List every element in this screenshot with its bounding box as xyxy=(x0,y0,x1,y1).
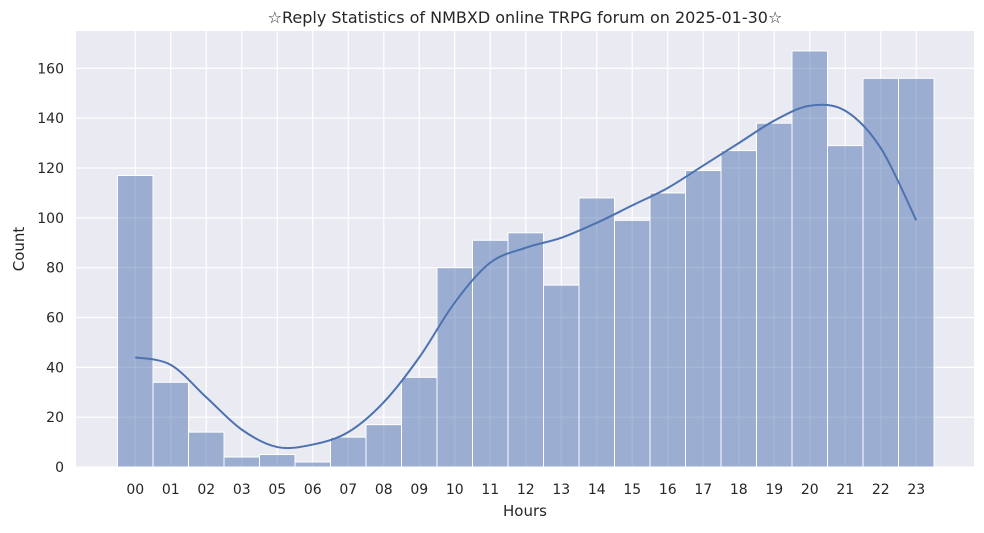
x-tick-label: 20 xyxy=(801,482,819,498)
x-tick-label: 16 xyxy=(659,482,677,498)
x-tick-label: 05 xyxy=(268,482,286,498)
x-axis-label: Hours xyxy=(503,502,547,520)
x-tick-label: 15 xyxy=(623,482,641,498)
y-axis-label: Count xyxy=(10,227,28,272)
histogram-bar xyxy=(188,431,225,468)
y-tick-label: 100 xyxy=(37,211,64,227)
y-axis-ticks: 0 20 40 60 80 100 120 140 160 xyxy=(37,61,64,476)
bar-series xyxy=(117,50,935,468)
histogram-bar xyxy=(117,175,154,468)
x-tick-label: 06 xyxy=(304,482,322,498)
y-tick-label: 60 xyxy=(46,311,64,327)
x-tick-label: 17 xyxy=(694,482,712,498)
x-tick-label: 12 xyxy=(517,482,535,498)
histogram-bar xyxy=(614,219,651,468)
x-tick-label: 11 xyxy=(481,482,499,498)
histogram-bar xyxy=(223,456,260,468)
histogram-bar xyxy=(862,77,899,468)
x-tick-label: 01 xyxy=(162,482,180,498)
kde-curve-group xyxy=(135,103,918,450)
x-tick-label: 10 xyxy=(446,482,464,498)
histogram-bar xyxy=(294,461,331,468)
histogram-bar xyxy=(152,381,189,468)
y-tick-label: 160 xyxy=(37,61,64,77)
histogram-bar xyxy=(685,170,722,468)
histogram-bar xyxy=(365,424,402,468)
histogram-bar xyxy=(720,150,757,468)
chart-title: ☆Reply Statistics of NMBXD online TRPG f… xyxy=(268,8,783,27)
y-tick-label: 120 xyxy=(37,161,64,177)
y-tick-label: 20 xyxy=(46,410,64,426)
y-tick-label: 40 xyxy=(46,360,64,376)
x-tick-label: 02 xyxy=(197,482,215,498)
x-tick-label: 09 xyxy=(410,482,428,498)
x-tick-label: 08 xyxy=(375,482,393,498)
y-tick-label: 140 xyxy=(37,111,64,127)
y-tick-label: 0 xyxy=(55,460,64,476)
histogram-bar xyxy=(507,232,544,468)
histogram-bar xyxy=(827,145,864,468)
histogram-bar xyxy=(436,267,473,468)
histogram-bar xyxy=(543,284,580,468)
histogram-bar xyxy=(578,197,615,468)
x-tick-label: 22 xyxy=(872,482,890,498)
x-tick-label: 21 xyxy=(836,482,854,498)
x-tick-label: 00 xyxy=(126,482,144,498)
x-tick-label: 03 xyxy=(233,482,251,498)
y-tick-label: 80 xyxy=(46,261,64,277)
histogram-bar xyxy=(401,376,438,468)
x-tick-label: 07 xyxy=(339,482,357,498)
x-axis-ticks: 00 01 02 03 05 06 07 08 09 10 11 12 13 14 15 16 17 18 19 20… xyxy=(126,482,925,498)
histogram-bar xyxy=(330,436,367,468)
histogram-bar xyxy=(472,239,509,468)
histogram-bar xyxy=(756,122,793,468)
kde-line xyxy=(135,103,918,450)
histogram-bar xyxy=(649,192,686,468)
x-tick-label: 23 xyxy=(907,482,925,498)
x-tick-label: 19 xyxy=(765,482,783,498)
histogram-bar xyxy=(791,50,828,468)
histogram-bar xyxy=(259,454,296,468)
histogram-bar xyxy=(898,77,935,468)
x-tick-label: 14 xyxy=(588,482,606,498)
x-tick-label: 18 xyxy=(730,482,748,498)
x-tick-label: 13 xyxy=(552,482,570,498)
